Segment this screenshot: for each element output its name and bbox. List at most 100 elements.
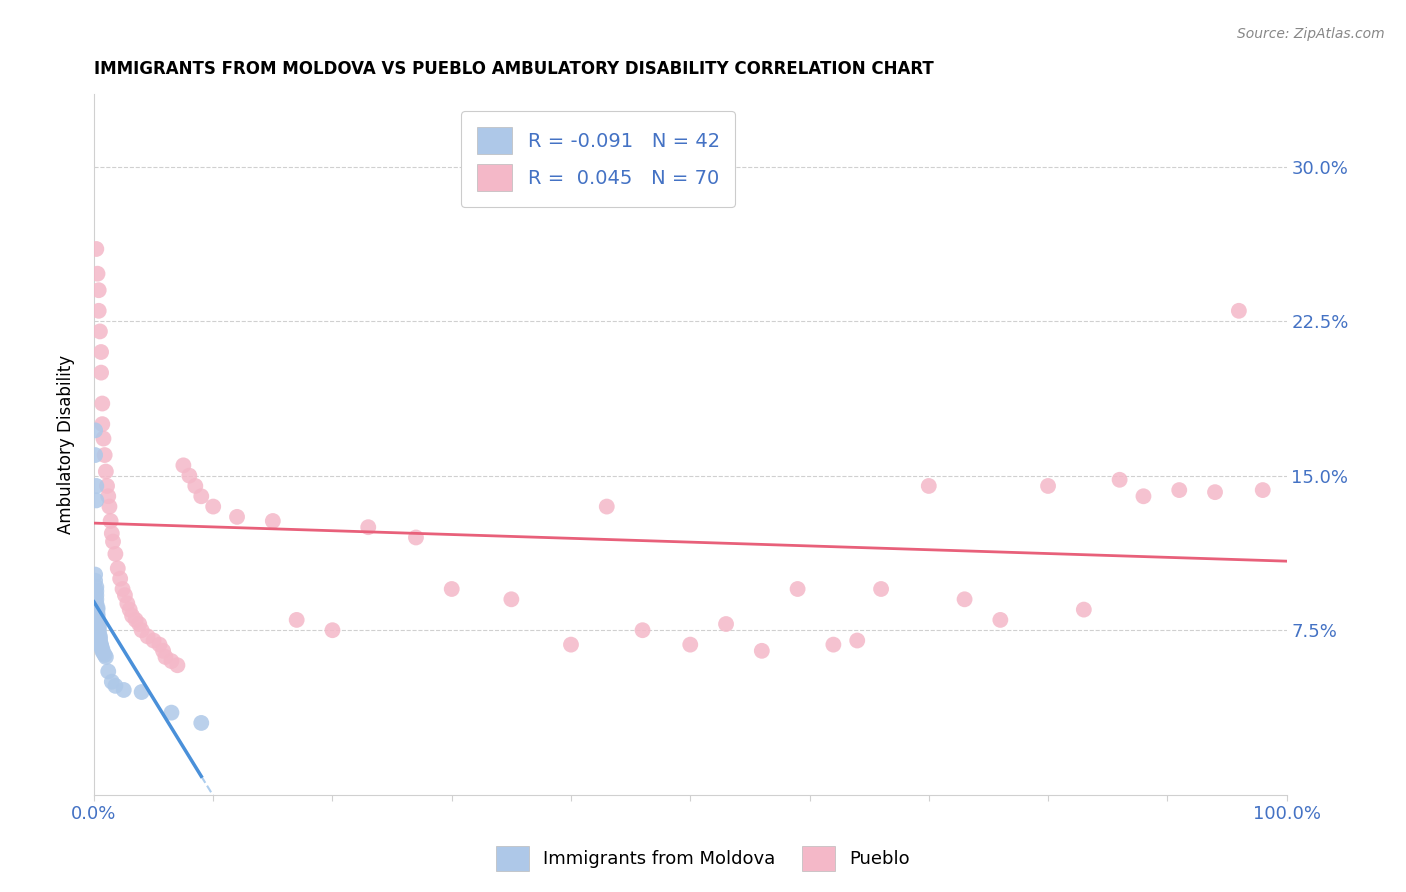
Point	[112, 683, 135, 698]
Legend: R = -0.091   N = 42, R =  0.045   N = 70: R = -0.091 N = 42, R = 0.045 N = 70	[461, 112, 735, 207]
Point	[751, 644, 773, 658]
Point	[87, 624, 110, 638]
Point	[84, 574, 107, 588]
Point	[97, 665, 120, 679]
Point	[1036, 479, 1059, 493]
Point	[86, 608, 108, 623]
Point	[786, 582, 808, 596]
Point	[87, 627, 110, 641]
Y-axis label: Ambulatory Disability: Ambulatory Disability	[58, 355, 75, 534]
Point	[90, 366, 112, 380]
Point	[988, 613, 1011, 627]
Point	[101, 534, 124, 549]
Point	[93, 448, 115, 462]
Point	[285, 613, 308, 627]
Point	[86, 493, 108, 508]
Point	[87, 625, 110, 640]
Point	[86, 596, 108, 610]
Point	[100, 514, 122, 528]
Point	[90, 345, 112, 359]
Point	[357, 520, 380, 534]
Point	[142, 633, 165, 648]
Point	[87, 619, 110, 633]
Point	[94, 465, 117, 479]
Point	[136, 629, 159, 643]
Point	[104, 679, 127, 693]
Point	[97, 489, 120, 503]
Text: IMMIGRANTS FROM MOLDOVA VS PUEBLO AMBULATORY DISABILITY CORRELATION CHART: IMMIGRANTS FROM MOLDOVA VS PUEBLO AMBULA…	[94, 60, 934, 78]
Point	[86, 600, 108, 615]
Point	[823, 638, 845, 652]
Point	[89, 325, 111, 339]
Point	[101, 674, 124, 689]
Point	[104, 547, 127, 561]
Point	[117, 596, 139, 610]
Point	[91, 396, 114, 410]
Point	[190, 715, 212, 730]
Point	[190, 489, 212, 503]
Point	[86, 602, 108, 616]
Point	[87, 283, 110, 297]
Point	[1168, 483, 1191, 497]
Point	[846, 633, 869, 648]
Point	[440, 582, 463, 596]
Text: Source: ZipAtlas.com: Source: ZipAtlas.com	[1237, 27, 1385, 41]
Point	[86, 588, 108, 602]
Point	[91, 417, 114, 431]
Point	[87, 621, 110, 635]
Point	[166, 658, 188, 673]
Point	[1108, 473, 1130, 487]
Point	[405, 531, 427, 545]
Point	[90, 640, 112, 654]
Point	[86, 592, 108, 607]
Point	[1251, 483, 1274, 497]
Point	[93, 648, 115, 662]
Point	[84, 567, 107, 582]
Point	[148, 638, 170, 652]
Point	[128, 617, 150, 632]
Point	[714, 617, 737, 632]
Point	[93, 432, 115, 446]
Point	[560, 638, 582, 652]
Point	[918, 479, 941, 493]
Point	[870, 582, 893, 596]
Point	[114, 588, 136, 602]
Point	[1227, 303, 1250, 318]
Point	[202, 500, 225, 514]
Point	[152, 644, 174, 658]
Point	[87, 617, 110, 632]
Point	[86, 267, 108, 281]
Point	[86, 613, 108, 627]
Point	[160, 654, 183, 668]
Point	[86, 615, 108, 629]
Point	[90, 638, 112, 652]
Point	[131, 624, 153, 638]
Point	[87, 303, 110, 318]
Point	[107, 561, 129, 575]
Point	[86, 242, 108, 256]
Point	[184, 479, 207, 493]
Point	[108, 572, 131, 586]
Point	[89, 629, 111, 643]
Point	[96, 479, 118, 493]
Point	[953, 592, 976, 607]
Point	[172, 458, 194, 473]
Point	[262, 514, 284, 528]
Point	[631, 624, 654, 638]
Point	[86, 611, 108, 625]
Point	[89, 633, 111, 648]
Point	[91, 641, 114, 656]
Point	[131, 685, 153, 699]
Point	[93, 646, 115, 660]
Point	[321, 624, 343, 638]
Point	[226, 509, 249, 524]
Legend: Immigrants from Moldova, Pueblo: Immigrants from Moldova, Pueblo	[489, 838, 917, 879]
Point	[679, 638, 702, 652]
Point	[124, 613, 146, 627]
Point	[86, 580, 108, 594]
Point	[101, 526, 124, 541]
Point	[91, 644, 114, 658]
Point	[94, 650, 117, 665]
Point	[86, 607, 108, 621]
Point	[179, 468, 201, 483]
